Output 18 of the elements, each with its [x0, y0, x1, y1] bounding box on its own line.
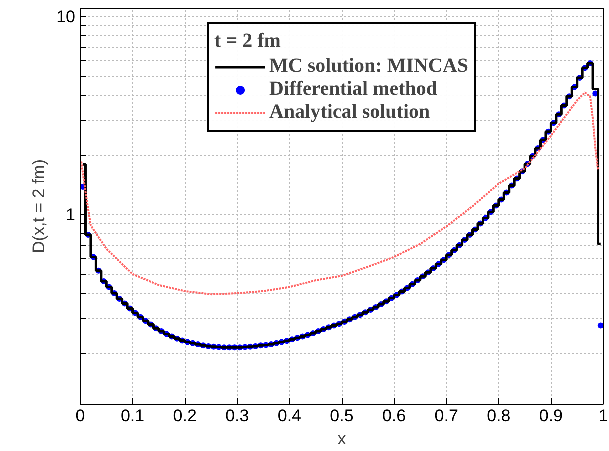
x-tick-label: 0.7 [434, 406, 458, 426]
x-tick-label: 1 [598, 406, 608, 426]
legend-label: Analytical solution [270, 101, 430, 124]
x-tick-label: 0.2 [173, 406, 197, 426]
x-tick-label: 0.6 [382, 406, 406, 426]
legend-title: t = 2 fm [214, 30, 282, 53]
legend-label: MC solution: MINCAS [270, 55, 468, 78]
x-tick-label: 0 [76, 406, 86, 426]
x-tick-label: 0.1 [120, 406, 145, 426]
y-tick-label: 10 [56, 8, 76, 27]
y-axis-title: D(x,t = 2 fm) [30, 160, 49, 254]
legend-label: Differential method [270, 78, 438, 101]
x-tick-label: 0.4 [278, 406, 302, 426]
x-axis-title: x [338, 430, 347, 448]
x-tick-label: 0.9 [539, 406, 564, 426]
x-tick-label: 0.3 [226, 406, 250, 426]
x-tick-label: 0.5 [330, 406, 354, 426]
x-tick-label: 0.8 [487, 406, 511, 426]
